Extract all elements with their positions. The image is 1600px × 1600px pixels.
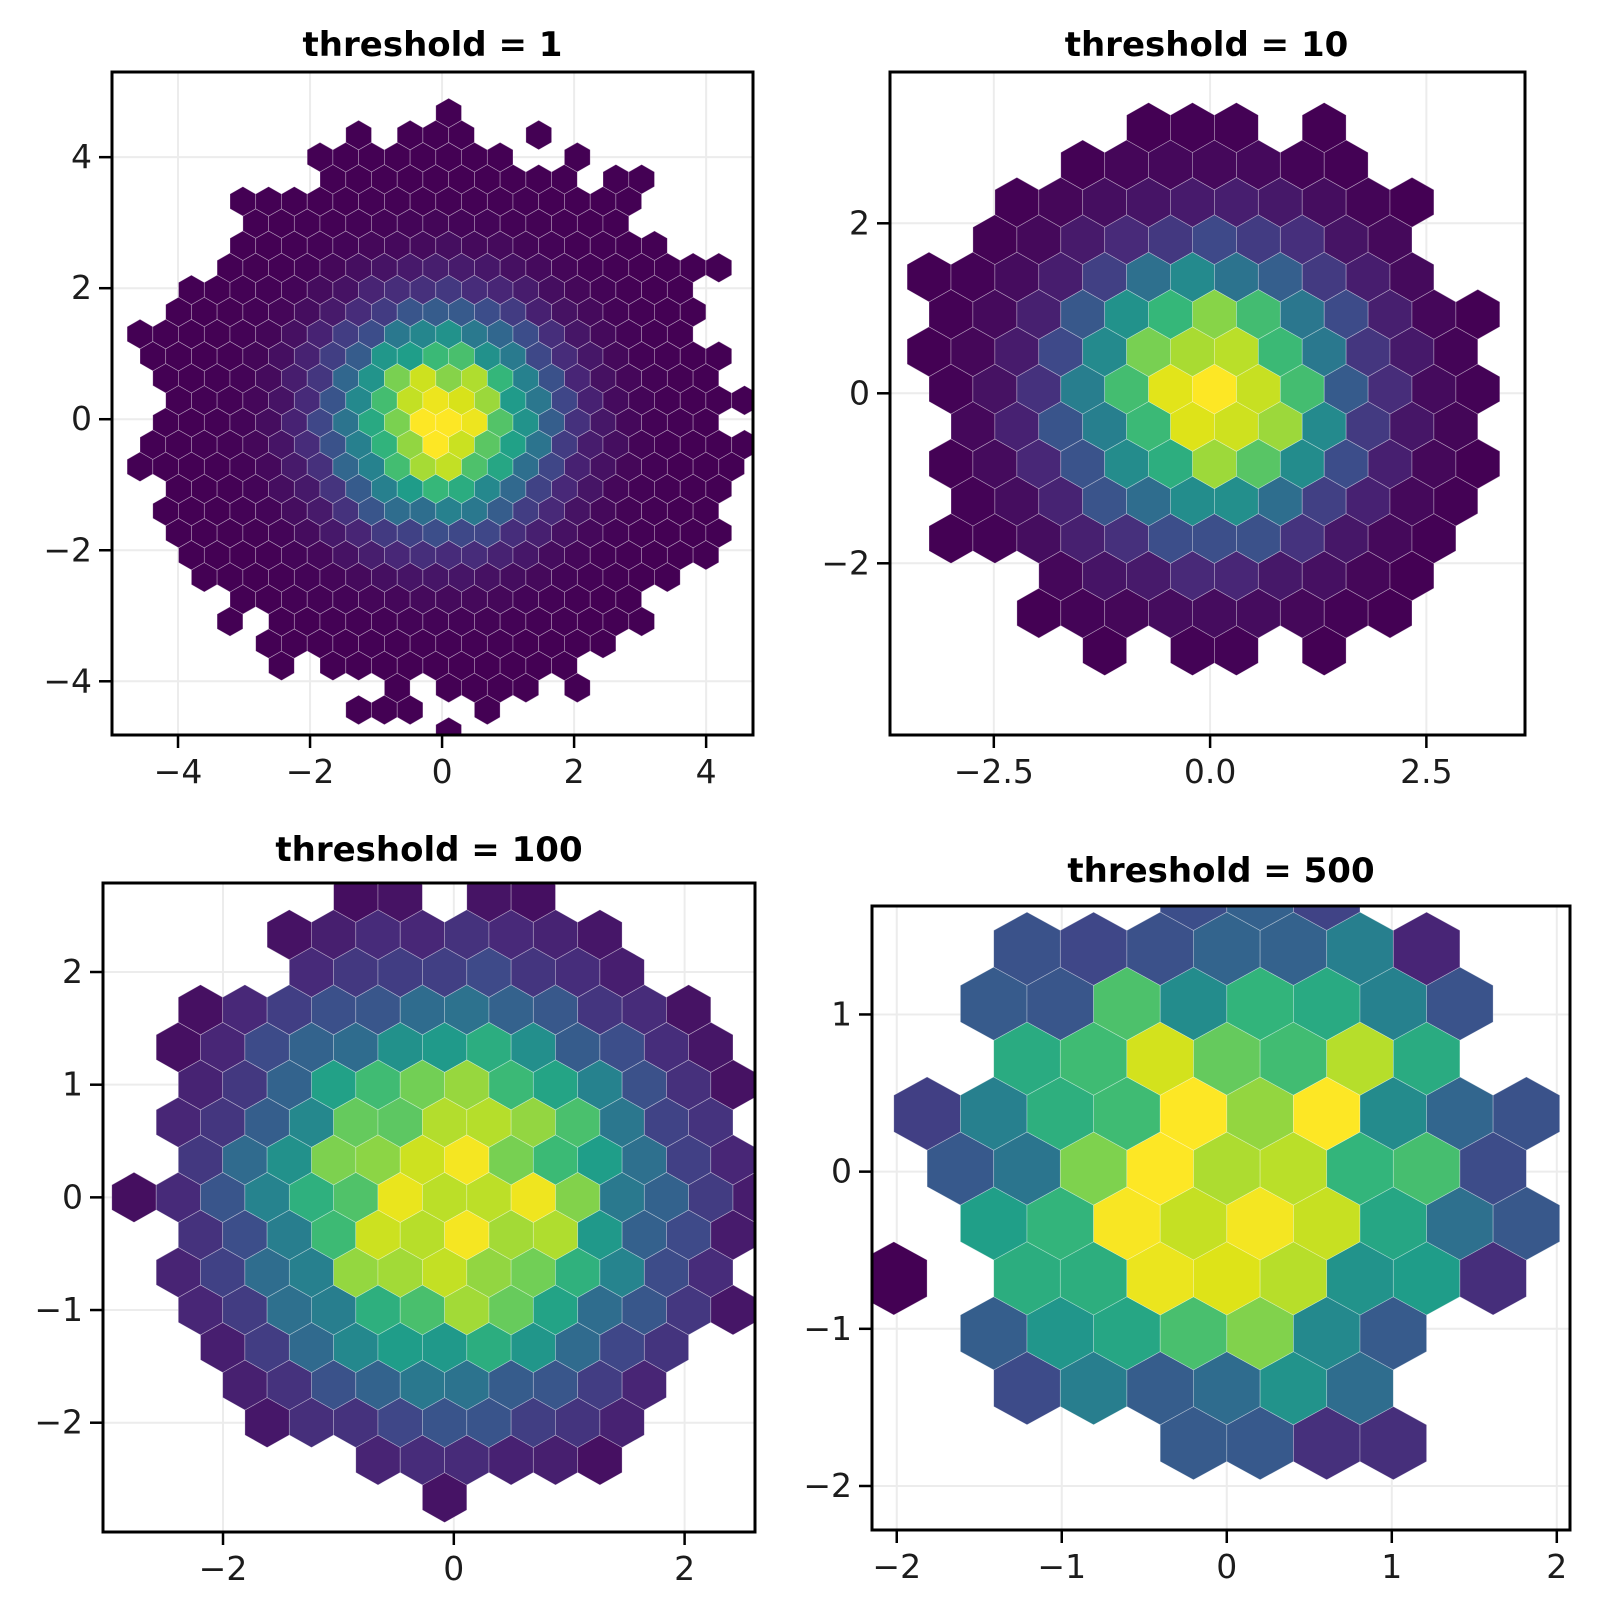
axis-ticks: −2 0 2 −2 −1 0 1 2 <box>34 952 695 1588</box>
hex-cell <box>628 164 655 195</box>
hex-cell <box>1389 176 1435 228</box>
hex-cell <box>705 252 733 283</box>
hex-cell <box>731 385 753 416</box>
y-tick-label: 2 <box>71 268 92 307</box>
x-tick-label: −4 <box>154 752 203 791</box>
hex-cell <box>345 694 372 726</box>
axis-ticks: −4 −2 0 2 4 −4 −2 0 2 4 <box>43 137 716 791</box>
hexbin-cells <box>906 102 1501 676</box>
subplot-threshold-1: −4 −2 0 2 4 −4 −2 0 2 4 <box>43 70 755 791</box>
hex-cell <box>564 141 591 173</box>
x-tick-label: −2 <box>199 1549 248 1588</box>
x-tick-label: 0.0 <box>1184 752 1236 791</box>
x-tick-label: −1 <box>1037 1547 1086 1586</box>
hexbin-cells <box>111 883 755 1523</box>
hex-cell <box>577 909 623 961</box>
hex-cell <box>731 429 753 460</box>
x-tick-label: −2 <box>872 1547 921 1586</box>
x-tick-label: 0 <box>443 1549 464 1588</box>
hex-cell <box>486 141 514 173</box>
x-tick-label: 2 <box>1546 1547 1567 1586</box>
x-tick-label: 4 <box>696 752 717 791</box>
hex-cell <box>1226 906 1294 931</box>
y-tick-label: −2 <box>803 1466 852 1505</box>
hex-cell <box>525 119 552 151</box>
y-tick-label: 1 <box>831 994 852 1033</box>
x-tick-label: −2 <box>286 752 335 791</box>
plot-frame <box>110 70 755 737</box>
x-tick-label: 2.5 <box>1400 752 1452 791</box>
x-tick-label: 1 <box>1381 1547 1402 1586</box>
y-tick-label: 0 <box>831 1152 852 1191</box>
hex-cell <box>435 97 462 129</box>
x-tick-label: 0 <box>432 752 453 791</box>
y-tick-label: 2 <box>62 952 83 991</box>
x-tick-label: 2 <box>564 752 585 791</box>
y-tick-label: 1 <box>62 1065 83 1104</box>
plot-frame <box>888 70 1527 737</box>
y-tick-label: 2 <box>849 203 870 242</box>
hex-cell <box>872 1241 928 1316</box>
y-tick-label: −1 <box>803 1309 852 1348</box>
hexbin-cells <box>872 906 1561 1481</box>
y-tick-label: 0 <box>71 399 92 438</box>
x-tick-label: −2.5 <box>954 752 1034 791</box>
y-tick-label: −2 <box>821 543 870 582</box>
hexbin-cells <box>126 97 753 735</box>
y-tick-label: 0 <box>849 373 870 412</box>
hex-cell <box>1392 911 1461 986</box>
plot-frame <box>870 904 1572 1532</box>
hex-cell <box>666 984 712 1036</box>
axis-ticks: −2.5 0.0 2.5 −2 0 2 <box>821 203 1452 791</box>
y-tick-label: −2 <box>43 530 92 569</box>
hex-cell <box>377 883 423 923</box>
hex-cell <box>1159 906 1228 931</box>
subplot-threshold-500: −2 −1 0 1 2 −2 −1 0 1 <box>803 904 1572 1586</box>
hex-cell <box>1492 1076 1561 1151</box>
y-tick-label: 4 <box>71 137 92 176</box>
hex-cell <box>705 340 733 372</box>
hex-cell <box>1301 102 1347 153</box>
x-tick-label: 2 <box>674 1549 695 1588</box>
axis-ticks: −2 −1 0 1 2 −2 −1 0 1 <box>803 994 1567 1586</box>
hex-cell <box>1293 906 1361 931</box>
hex-cell <box>345 119 372 151</box>
plot-frame <box>101 881 757 1534</box>
y-tick-label: −4 <box>43 661 92 700</box>
plot-title-threshold-10: threshold = 10 <box>1064 25 1349 65</box>
y-tick-label: −1 <box>34 1290 83 1329</box>
hex-cell <box>1214 102 1259 153</box>
plot-title-threshold-500: threshold = 500 <box>1067 851 1375 891</box>
y-tick-label: 0 <box>62 1177 83 1216</box>
hex-cell <box>641 230 668 261</box>
subplot-threshold-10: −2.5 0.0 2.5 −2 0 2 <box>821 70 1527 791</box>
hex-cell <box>510 883 556 923</box>
y-tick-label: −2 <box>34 1403 83 1442</box>
plot-title-threshold-100: threshold = 100 <box>275 830 583 870</box>
x-tick-label: 0 <box>1216 1547 1237 1586</box>
hex-cell <box>111 1171 157 1223</box>
subplot-threshold-100: −2 0 2 −2 −1 0 1 2 <box>34 881 757 1588</box>
plot-title-threshold-1: threshold = 1 <box>302 25 563 65</box>
hex-cell <box>435 716 462 735</box>
hex-cell <box>1455 288 1501 340</box>
